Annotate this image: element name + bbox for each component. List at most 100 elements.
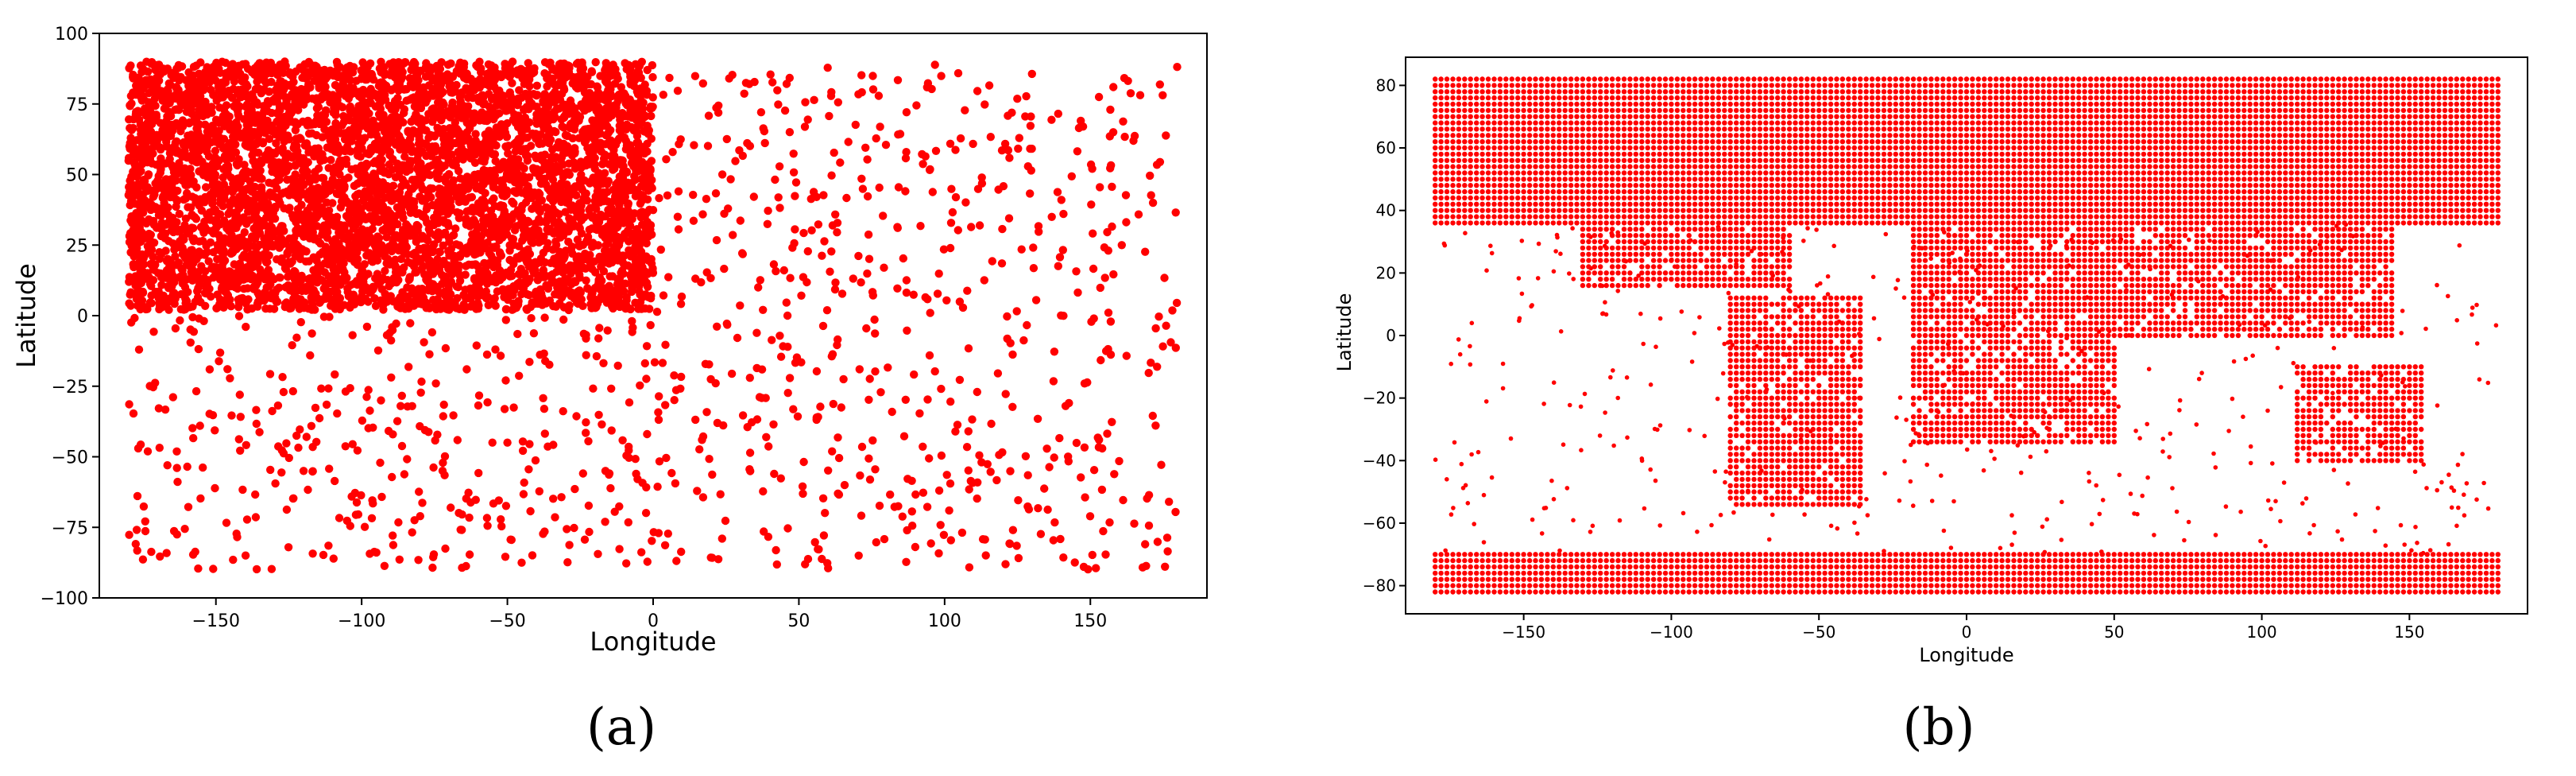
panel-a-point xyxy=(264,230,273,239)
panel-a-point xyxy=(276,61,284,71)
panel-a-point xyxy=(174,258,184,267)
panel-a-point xyxy=(249,157,258,165)
panel-a-point xyxy=(648,60,657,70)
panel-a-point xyxy=(357,101,366,110)
panel-a-point xyxy=(208,196,217,204)
panel-a-point xyxy=(201,97,210,107)
panel-a-point xyxy=(307,293,315,302)
panel-a-point xyxy=(299,166,307,175)
panel-a-point xyxy=(305,177,314,186)
panel-a-point xyxy=(274,196,284,204)
panel-a-point xyxy=(435,174,443,183)
panel-a-point xyxy=(291,299,300,308)
panel-a-point xyxy=(333,60,342,69)
panel-a-point xyxy=(199,274,209,282)
panel-a-point xyxy=(433,123,442,132)
panel-a-point xyxy=(413,100,422,109)
panel-a-point xyxy=(218,57,226,66)
panel-a-point xyxy=(378,226,387,235)
panel-a-point xyxy=(562,180,571,189)
panel-a-point xyxy=(173,186,182,196)
panel-a-point xyxy=(636,199,645,208)
panel-a-point xyxy=(280,302,289,312)
panel-a-point xyxy=(365,149,373,159)
panel-a-point xyxy=(226,295,234,304)
panel-a-point xyxy=(147,245,157,254)
panel-a-point xyxy=(586,293,596,302)
panel-a-point xyxy=(647,134,656,143)
panel-a-point xyxy=(219,258,228,267)
panel-a-point xyxy=(184,68,193,77)
panel-a-point xyxy=(617,160,625,169)
panel-a-point xyxy=(391,125,400,134)
panel-a-point xyxy=(474,267,484,276)
panel-a-point xyxy=(441,292,451,301)
panel-a-point xyxy=(462,249,471,258)
panel-a-point xyxy=(320,210,330,219)
panel-a-point xyxy=(309,285,319,295)
panel-a-point xyxy=(613,280,622,289)
panel-a-point xyxy=(279,85,288,95)
panel-a-point xyxy=(575,286,584,295)
panel-a-point xyxy=(144,122,153,131)
panel-a-point xyxy=(474,301,483,310)
panel-a-point xyxy=(400,179,408,188)
panel-a-point xyxy=(400,105,409,114)
panel-a-point xyxy=(621,137,631,146)
panel-a-point xyxy=(567,242,577,251)
panel-a-point xyxy=(593,122,601,132)
panel-a-point xyxy=(164,284,173,293)
panel-a-points xyxy=(124,57,1182,574)
panel-a-point xyxy=(492,258,501,267)
panel-a-point xyxy=(371,301,381,310)
panel-a-point xyxy=(269,149,277,157)
panel-a-point xyxy=(591,58,600,67)
panel-a-point xyxy=(261,305,270,313)
panel-a-point xyxy=(436,305,445,313)
panel-a-point xyxy=(332,99,341,109)
panel-a-point xyxy=(528,69,537,78)
panel-a-point xyxy=(366,84,375,94)
panel-a-point xyxy=(134,164,143,173)
panel-a-point xyxy=(566,218,574,227)
panel-a-point xyxy=(311,171,319,180)
panel-a-point xyxy=(489,105,497,114)
panel-a-point xyxy=(178,271,187,280)
panel-a-point xyxy=(234,61,243,71)
panel-a-point xyxy=(495,132,504,142)
panel-a-point xyxy=(559,123,568,132)
panel-a-point xyxy=(306,196,315,205)
panel-a-point xyxy=(522,228,531,237)
panel-a-point xyxy=(231,68,240,77)
panel-a-point xyxy=(134,73,143,82)
panel-a-point xyxy=(164,192,174,201)
panel-a-point xyxy=(612,250,621,260)
panel-a-point xyxy=(451,129,460,138)
panel-a-point xyxy=(167,68,176,78)
panel-a-point xyxy=(561,130,571,140)
panel-a-point xyxy=(361,294,369,303)
panel-a-point xyxy=(222,235,231,244)
panel-a-point xyxy=(484,60,493,69)
panel-a-point xyxy=(144,170,153,179)
panel-a-point xyxy=(156,70,164,79)
panel-a-point xyxy=(343,235,353,245)
panel-a-point xyxy=(225,87,234,97)
panel-a-point xyxy=(219,134,229,143)
panel-a-point xyxy=(133,244,141,253)
panel-a-point xyxy=(382,259,391,268)
panel-a-point xyxy=(175,209,184,219)
panel-a-point xyxy=(345,206,354,215)
panel-a-point xyxy=(249,242,258,250)
panel-a-point xyxy=(566,96,575,105)
panel-a-point xyxy=(540,157,548,167)
panel-a-point xyxy=(488,169,497,178)
panel-a-point xyxy=(126,142,134,151)
panel-a-point xyxy=(179,92,188,101)
panel-a-point xyxy=(264,99,273,108)
panel-a-point xyxy=(461,72,470,80)
panel-a-point xyxy=(516,161,525,170)
panel-a-point xyxy=(133,107,142,115)
panel-a-point xyxy=(548,270,557,279)
panel-a-point xyxy=(255,165,264,174)
